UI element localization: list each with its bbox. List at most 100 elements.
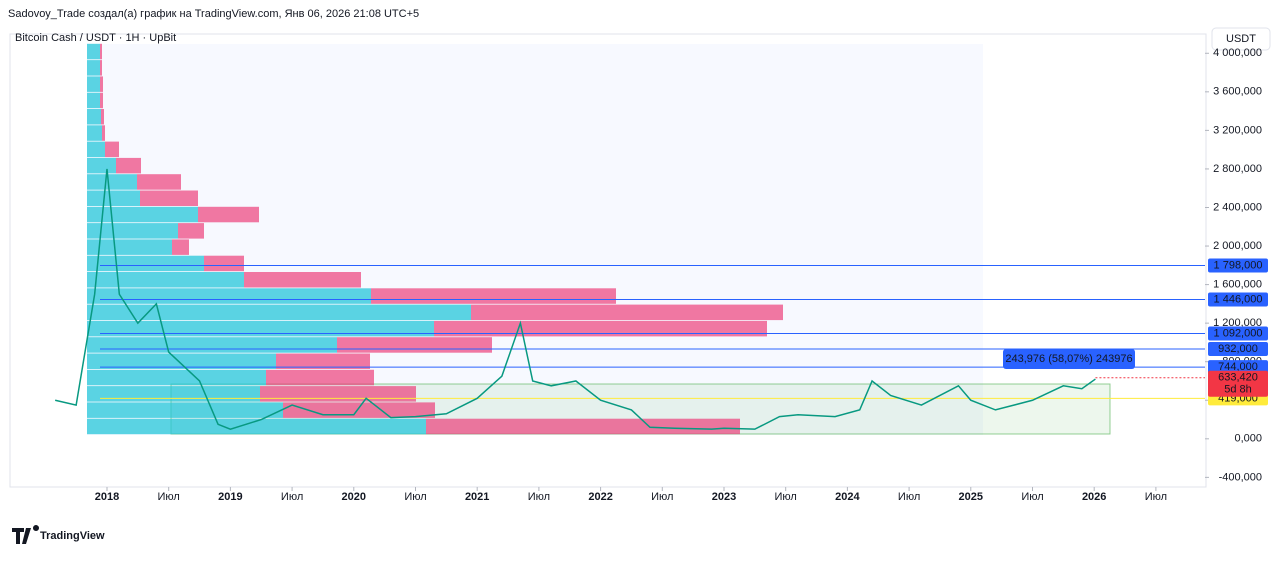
- profile-down: [101, 109, 104, 125]
- profile-up: [87, 272, 244, 288]
- profile-down: [244, 272, 361, 288]
- symbol: Bitcoin Cash / USDT · 1H · UpBit: [15, 32, 176, 44]
- level-label: 1 446,000: [1214, 293, 1263, 305]
- x-tick-label: Июл: [528, 491, 550, 503]
- profile-down: [100, 92, 103, 109]
- profile-up: [87, 304, 471, 321]
- y-tick-label: 3 600,000: [1213, 86, 1262, 98]
- level-box: [1208, 326, 1268, 341]
- level-label: 932,000: [1218, 343, 1258, 355]
- profile-up: [87, 109, 101, 125]
- x-tick-label: 2024: [835, 491, 860, 503]
- profile-down: [283, 402, 435, 418]
- level-box: [1208, 341, 1268, 356]
- profile-down: [100, 43, 102, 60]
- y-tick-label: 1 600,000: [1213, 279, 1262, 291]
- profile-up: [87, 125, 102, 141]
- currency-button[interactable]: [1211, 27, 1271, 51]
- profile-down: [100, 76, 103, 92]
- level-box: [1208, 258, 1268, 273]
- price-line: [54, 168, 1096, 430]
- profile-down: [337, 337, 492, 353]
- currency: USDT: [1226, 33, 1256, 45]
- profile-down: [137, 174, 181, 190]
- y-tick-label: 4 000,000: [1213, 47, 1262, 59]
- profile-up: [87, 337, 337, 353]
- profile-down: [172, 239, 189, 255]
- profile-up: [87, 369, 266, 386]
- profile-down: [102, 125, 105, 141]
- logo: TradingView: [12, 525, 105, 544]
- profile-up: [87, 60, 100, 76]
- countdown: 5d 8h: [1224, 384, 1252, 396]
- y-tick-label: 2 400,000: [1213, 201, 1262, 213]
- profile-down: [266, 369, 374, 386]
- profile-down: [100, 60, 102, 76]
- x-tick-label: 2026: [1082, 491, 1106, 503]
- x-tick-label: 2023: [712, 491, 736, 503]
- ruler-label: 243,976 (58,07%) 243976: [1005, 353, 1132, 365]
- y-tick-label: 0,000: [1234, 433, 1262, 445]
- profile-up: [87, 239, 172, 255]
- x-tick-label: 2018: [95, 491, 119, 503]
- profile-up: [87, 418, 426, 435]
- profile-up: [87, 255, 204, 272]
- level-label: 1 092,000: [1214, 327, 1263, 339]
- profile-down: [198, 206, 259, 223]
- level-box: [1208, 360, 1268, 375]
- profile-up: [87, 386, 260, 402]
- profile-up: [87, 174, 137, 190]
- profile-down: [371, 288, 616, 304]
- x-tick-label: Июл: [158, 491, 180, 503]
- y-tick-label: 2 000,000: [1213, 240, 1262, 252]
- profile-down: [116, 157, 141, 174]
- x-tick-label: 2025: [959, 491, 983, 503]
- profile-up: [87, 76, 100, 92]
- logo-text: TradingView: [40, 530, 105, 542]
- profile-down: [471, 304, 783, 321]
- ruler-box: [1003, 349, 1135, 369]
- profile-up: [87, 223, 178, 239]
- x-tick-label: Июл: [1145, 491, 1167, 503]
- x-tick-label: Июл: [1021, 491, 1043, 503]
- y-tick-label: -400,000: [1219, 471, 1262, 483]
- x-tick-label: 2020: [342, 491, 366, 503]
- profile-up: [87, 402, 283, 418]
- x-tick-label: 2019: [218, 491, 242, 503]
- profile-down: [140, 190, 198, 206]
- x-tick-label: 2022: [588, 491, 612, 503]
- profile-down: [105, 141, 119, 158]
- x-tick-label: Июл: [775, 491, 797, 503]
- profile-down: [426, 418, 740, 435]
- y-tick-label: 1 200,000: [1213, 317, 1262, 329]
- x-tick-label: 2021: [465, 491, 489, 503]
- profile-down: [178, 223, 204, 239]
- last-price-label: 633,420: [1218, 372, 1258, 384]
- profile-down: [204, 255, 244, 272]
- profile-down: [276, 353, 370, 369]
- y-tick-label: 3 200,000: [1213, 124, 1262, 136]
- profile-down: [260, 386, 416, 402]
- y-tick-label: 2 800,000: [1213, 163, 1262, 175]
- profile-down: [434, 320, 767, 337]
- x-tick-label: Июл: [281, 491, 303, 503]
- profile-up: [87, 141, 105, 158]
- profile-up: [87, 43, 100, 60]
- profile-up: [87, 288, 371, 304]
- profile-up: [87, 353, 276, 369]
- profile-up: [87, 157, 116, 174]
- level-label: 744,000: [1218, 361, 1258, 373]
- level-label: 1 798,000: [1214, 259, 1263, 271]
- profile-up: [87, 206, 198, 223]
- profile-up: [87, 190, 140, 206]
- x-tick-label: Июл: [898, 491, 920, 503]
- x-tick-label: Июл: [651, 491, 673, 503]
- profile-up: [87, 320, 434, 337]
- header-title: Sadovoy_Trade создал(а) график на Tradin…: [8, 8, 419, 20]
- level-box: [1208, 292, 1268, 307]
- x-tick-label: Июл: [404, 491, 426, 503]
- last-price-box: [1208, 370, 1268, 397]
- profile-up: [87, 92, 100, 109]
